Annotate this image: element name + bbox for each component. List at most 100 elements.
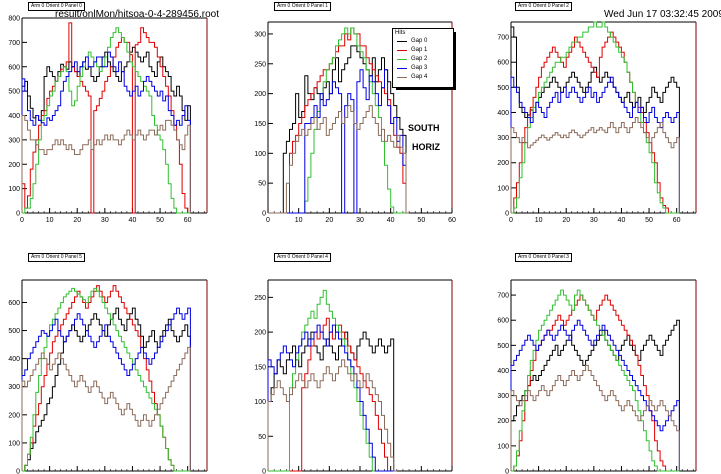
x-tick-label: 0 xyxy=(266,217,270,224)
x-tick-label: 40 xyxy=(129,217,137,224)
histogram-series xyxy=(267,324,397,472)
legend-swatch xyxy=(397,49,407,51)
y-tick-label: 600 xyxy=(497,60,509,67)
y-tick-label: 0 xyxy=(505,469,509,474)
legend-entry: Gap 1 xyxy=(397,46,427,54)
panel-title: Arm 0 Orient 0 Panel 4 xyxy=(274,253,331,262)
y-tick-label: 100 xyxy=(254,151,266,158)
y-tick-label: 200 xyxy=(254,330,266,337)
histogram-series xyxy=(22,307,191,472)
histogram-series xyxy=(268,27,410,214)
histogram-series xyxy=(510,26,680,213)
y-tick-label: 100 xyxy=(497,185,509,192)
y-tick-label: 100 xyxy=(254,399,266,406)
histogram-series xyxy=(510,319,680,471)
legend-label: Gap 1 xyxy=(411,47,428,53)
y-tick-label: 0 xyxy=(505,211,509,218)
y-tick-label: 200 xyxy=(8,412,20,419)
histogram-series xyxy=(21,307,191,471)
x-tick-label: 30 xyxy=(101,217,109,224)
y-tick-label: 200 xyxy=(254,91,266,98)
legend: Hits Gap 0 Gap 1 Gap 2 Gap 3 Gap 4 xyxy=(392,28,454,88)
y-tick-label: 300 xyxy=(497,135,509,142)
histogram-series xyxy=(510,76,680,213)
x-tick-label: 60 xyxy=(184,217,192,224)
histogram-series xyxy=(268,45,410,214)
legend-entry: Gap 3 xyxy=(397,64,427,72)
y-tick-label: 200 xyxy=(497,418,509,425)
legend-title: Hits xyxy=(395,30,406,36)
y-tick-label: 400 xyxy=(497,368,509,375)
histogram-series xyxy=(22,287,191,472)
y-tick-label: 300 xyxy=(254,31,266,38)
histogram-series xyxy=(510,117,680,213)
x-tick-label: 40 xyxy=(618,217,626,224)
histogram-series xyxy=(511,289,680,472)
y-tick-label: 500 xyxy=(8,328,20,335)
x-tick-label: 50 xyxy=(156,217,164,224)
y-tick-label: 200 xyxy=(497,160,509,167)
histogram-series xyxy=(268,105,410,214)
x-tick-label: 20 xyxy=(562,217,570,224)
histogram-series xyxy=(510,319,680,471)
y-tick-label: 150 xyxy=(254,364,266,371)
histogram-series xyxy=(511,21,680,214)
x-tick-label: 10 xyxy=(535,217,543,224)
histogram-series xyxy=(21,346,191,471)
legend-entry: Gap 4 xyxy=(397,73,427,81)
y-tick-label: 500 xyxy=(497,85,509,92)
x-tick-label: 20 xyxy=(325,217,333,224)
y-tick-label: 400 xyxy=(8,113,20,120)
x-tick-label: 30 xyxy=(590,217,598,224)
legend-label: Gap 0 xyxy=(411,38,428,44)
histogram-series xyxy=(268,317,397,472)
legend-swatch xyxy=(397,58,407,60)
y-tick-label: 700 xyxy=(497,293,509,300)
y-tick-label: 700 xyxy=(497,35,509,42)
x-tick-label: 40 xyxy=(387,217,395,224)
y-tick-label: 500 xyxy=(8,89,20,96)
y-tick-label: 500 xyxy=(497,343,509,350)
y-tick-label: 400 xyxy=(8,356,20,363)
x-tick-label: 10 xyxy=(295,217,303,224)
y-tick-label: 100 xyxy=(8,440,20,447)
y-tick-label: 250 xyxy=(254,61,266,68)
histogram-series xyxy=(510,364,680,471)
y-tick-label: 0 xyxy=(16,469,20,474)
panel-title: Arm 0 Orient 0 Panel 0 xyxy=(28,2,85,11)
legend-label: Gap 3 xyxy=(411,65,428,71)
histogram-series xyxy=(22,285,191,472)
y-tick-label: 300 xyxy=(8,384,20,391)
legend-swatch xyxy=(397,76,407,78)
panel-title: Arm 0 Orient 0 Panel 3 xyxy=(515,253,572,262)
histogram-series xyxy=(268,69,410,214)
arm-label: SOUTH xyxy=(408,123,440,133)
histogram-series xyxy=(267,331,397,472)
y-tick-label: 50 xyxy=(258,434,266,441)
histogram-series xyxy=(511,294,680,472)
x-tick-label: 50 xyxy=(645,217,653,224)
y-tick-label: 0 xyxy=(262,469,266,474)
panel-title: Arm 0 Orient 0 Panel 2 xyxy=(515,2,572,11)
x-tick-label: 30 xyxy=(356,217,364,224)
legend-swatch xyxy=(397,40,407,42)
panel-title: Arm 0 Orient 0 Panel 1 xyxy=(274,2,331,11)
x-tick-label: 10 xyxy=(46,217,54,224)
panel-title: Arm 0 Orient 0 Panel 5 xyxy=(28,253,85,262)
histogram-series xyxy=(268,289,397,472)
y-tick-label: 300 xyxy=(8,137,20,144)
histogram-series xyxy=(21,115,191,213)
file-name: result/onlMon/hitsoa-0-4-289456.root xyxy=(55,9,219,20)
y-tick-label: 100 xyxy=(497,443,509,450)
y-tick-label: 600 xyxy=(8,300,20,307)
x-tick-label: 60 xyxy=(673,217,681,224)
y-tick-label: 300 xyxy=(497,393,509,400)
legend-swatch xyxy=(397,67,407,69)
histogram-series xyxy=(267,359,397,472)
